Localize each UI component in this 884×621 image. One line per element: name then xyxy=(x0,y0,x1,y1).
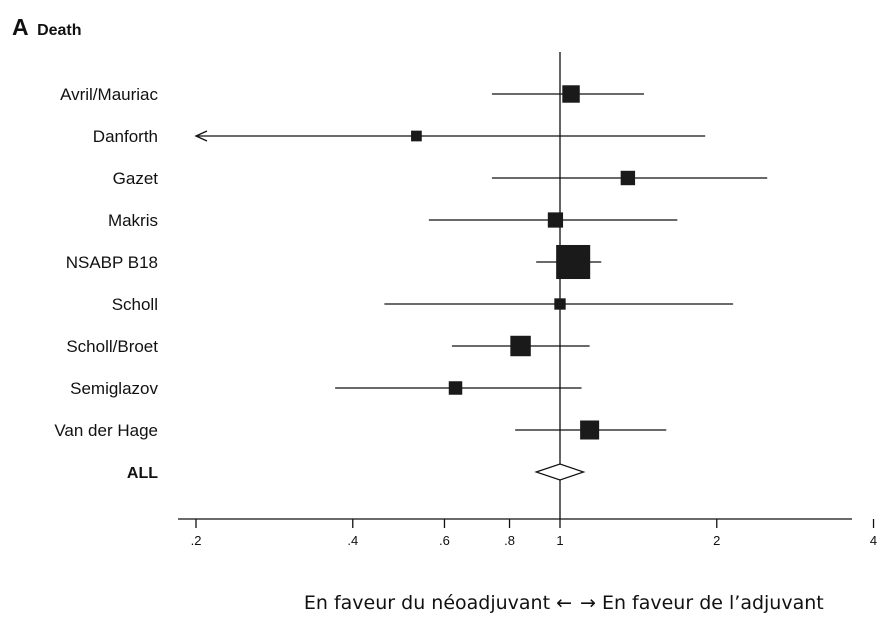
overall-label: ALL xyxy=(127,465,158,482)
point-estimate-scholl-broet xyxy=(510,335,531,357)
study-label-semiglazov: Semiglazov xyxy=(70,379,158,398)
study-label-scholl-broet: Scholl/Broet xyxy=(66,337,158,356)
study-label-gazet: Gazet xyxy=(113,169,159,188)
study-label-scholl: Scholl xyxy=(112,295,158,314)
point-estimate-nsabp-b18 xyxy=(556,244,591,280)
favours-adjuvant-label: → En faveur de l’adjuvant xyxy=(580,592,824,614)
study-label-avril-mauriac: Avril/Mauriac xyxy=(60,85,158,104)
x-tick-label-2: .2 xyxy=(191,533,202,548)
truncation-arrow-danforth xyxy=(194,130,208,142)
x-tick-label-4: .4 xyxy=(347,533,358,548)
point-estimate-van-der-hage xyxy=(580,420,600,440)
x-tick-label-4: 4 xyxy=(870,533,877,548)
x-tick-label-1: 1 xyxy=(556,533,563,548)
study-label-makris: Makris xyxy=(108,211,158,230)
forest-plot: Avril/Mauriac Danforth Gazet Makris NSABP B1… xyxy=(54,52,877,548)
overall-diamond xyxy=(534,463,586,481)
point-estimate-gazet xyxy=(620,170,636,186)
point-estimate-semiglazov xyxy=(448,381,463,395)
panel-heading: A Death xyxy=(12,14,82,41)
study-label-danforth: Danforth xyxy=(93,127,158,146)
point-estimate-scholl xyxy=(554,298,566,310)
panel-letter: A xyxy=(12,14,29,40)
point-estimate-makris xyxy=(547,212,564,228)
point-estimate-danforth xyxy=(411,130,422,142)
x-tick-label-6: .6 xyxy=(439,533,450,548)
panel-title: Death xyxy=(37,22,82,39)
footer-caption: En faveur du néoadjuvant ← → En faveur d… xyxy=(200,592,884,618)
study-label-van-der-hage: Van der Hage xyxy=(54,421,158,440)
x-tick-label-2: 2 xyxy=(713,533,720,548)
study-label-nsabp-b18: NSABP B18 xyxy=(66,253,158,272)
point-estimate-avril-mauriac xyxy=(562,85,580,103)
favours-neoadjuvant-label: En faveur du néoadjuvant ← xyxy=(303,592,572,614)
x-tick-label-8: .8 xyxy=(504,533,515,548)
